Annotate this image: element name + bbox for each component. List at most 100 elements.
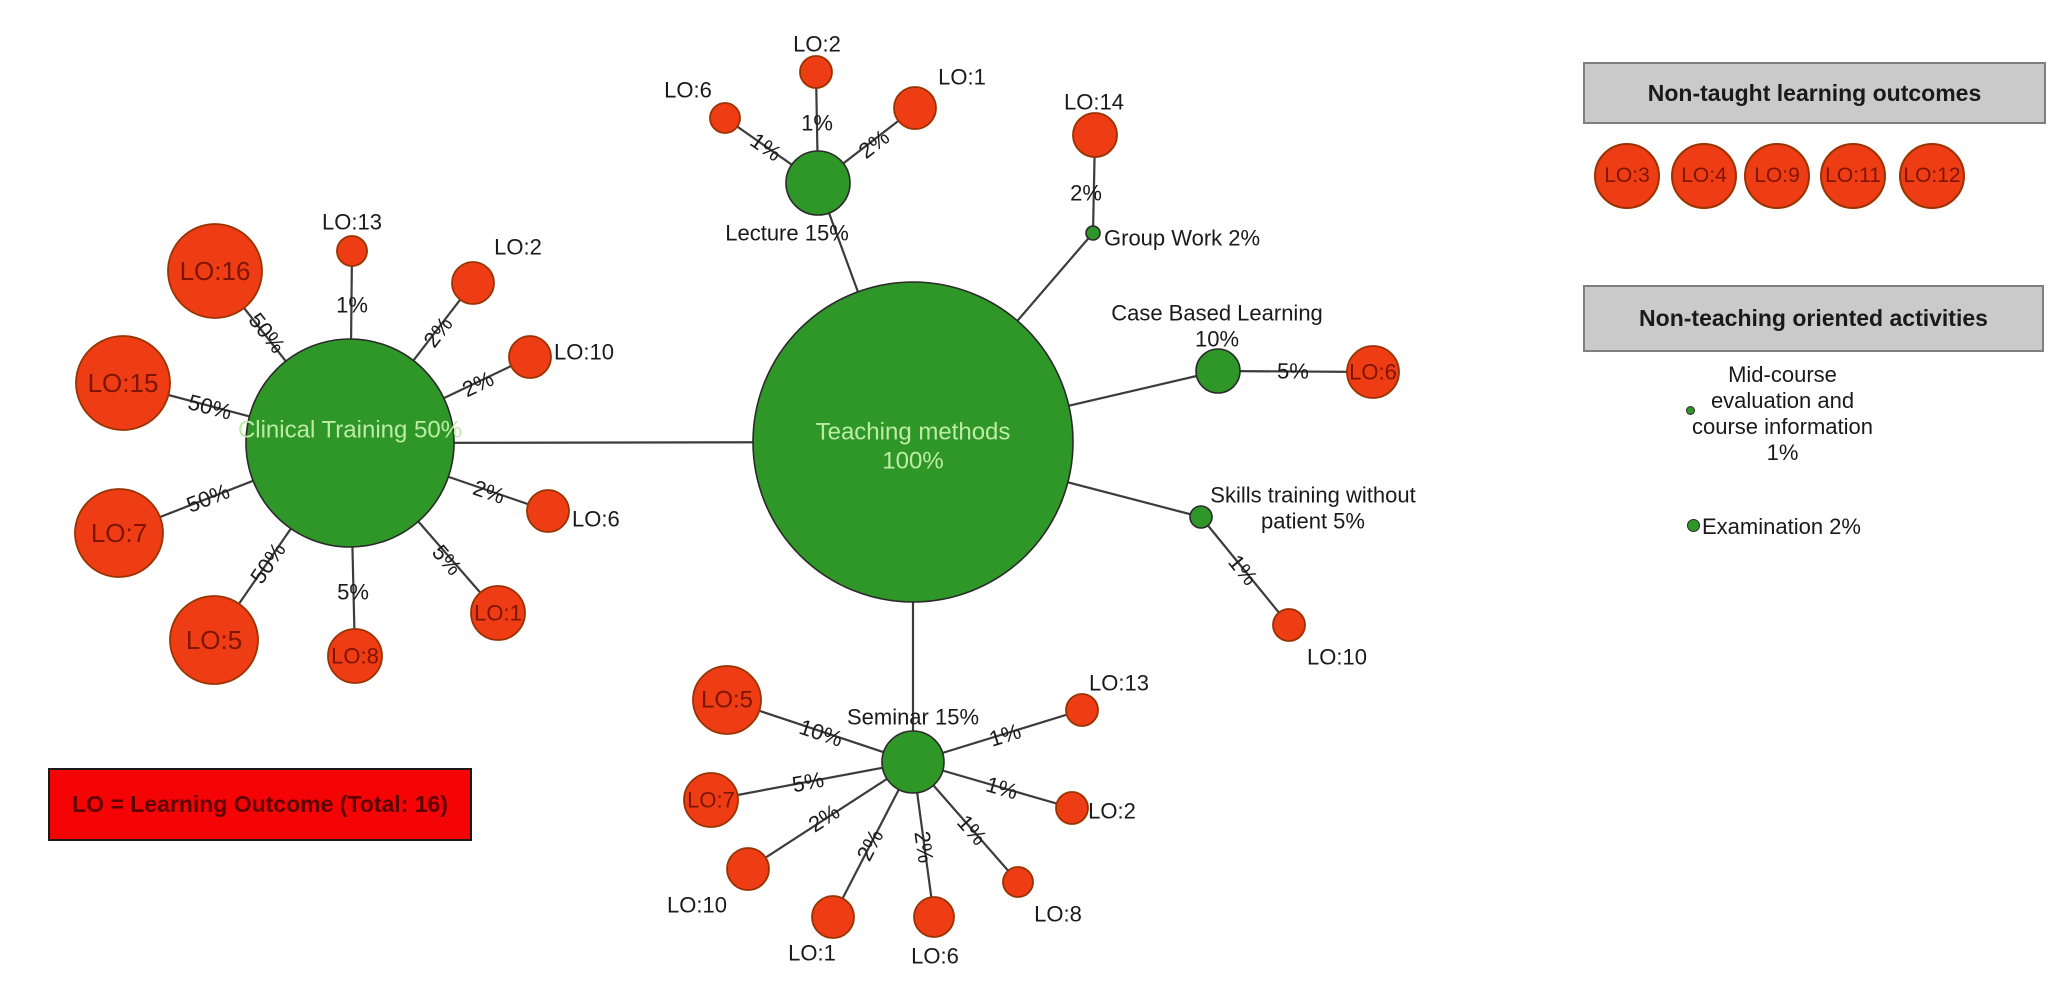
label-sem-lo8: LO:8 — [1034, 902, 1082, 927]
edge-label-seminar-sem-lo2: 1% — [983, 772, 1020, 805]
edge-label-seminar-sem-lo1: 2% — [852, 825, 889, 865]
mid-course-line-4: 1% — [1766, 440, 1799, 465]
node-cbl — [1195, 348, 1241, 394]
node-cbl-lo6 — [1346, 345, 1400, 399]
edge-label-clinical-cl-lo1: 5% — [427, 540, 467, 580]
mid-course-label: Mid-course evaluation and course informa… — [1655, 362, 1910, 466]
node-cl-lo6 — [526, 489, 570, 533]
mid-course-line-1: Mid-course — [1728, 362, 1837, 387]
edge-label-seminar-sem-lo6: 2% — [909, 830, 938, 865]
mid-course-line-3: course information — [1692, 414, 1873, 439]
label-cl-lo15: LO:15 — [88, 368, 159, 398]
edge-label-clinical-cl-lo5: 50% — [245, 538, 291, 588]
legend-circle-lo11: LO:11 — [1820, 143, 1886, 209]
label-cl-lo5: LO:5 — [186, 625, 242, 655]
edge-label-seminar-sem-lo7: 5% — [790, 767, 826, 797]
label-skills-line1: Skills training without — [1210, 483, 1415, 508]
label-teaching-line1: Teaching methods — [816, 419, 1011, 446]
edge-label-seminar-sem-lo5: 10% — [796, 714, 846, 752]
label-clinical: Clinical Training 50% — [238, 417, 462, 444]
label-cl-lo1: LO:1 — [474, 601, 522, 626]
node-sem-lo7 — [683, 772, 739, 828]
node-sem-lo13 — [1065, 693, 1099, 727]
node-cl-lo10 — [508, 335, 552, 379]
mid-course-line-2: evaluation and — [1710, 388, 1855, 413]
label-cl-lo16: LO:16 — [180, 256, 251, 286]
legend-non-taught-box: Non-taught learning outcomes — [1583, 62, 2046, 124]
node-cl-lo15 — [75, 335, 171, 431]
mid-course-dot-icon — [1686, 406, 1695, 415]
edge-label-lecture-lec-lo2: 1% — [801, 111, 833, 136]
node-cl-lo13 — [336, 235, 368, 267]
label-sem-lo1: LO:1 — [788, 941, 836, 966]
nodes-layer — [74, 55, 1400, 939]
edge-label-clinical-cl-lo15: 50% — [186, 389, 235, 424]
examination-label: Examination 2% — [1702, 514, 1861, 539]
node-sem-lo1 — [811, 895, 855, 939]
legend-circle-lo3: LO:3 — [1594, 143, 1660, 209]
node-clinical — [245, 338, 455, 548]
edge-label-clinical-cl-lo7: 50% — [183, 478, 233, 517]
legend-circle-lo12: LO:12 — [1899, 143, 1965, 209]
label-lec-lo6: LO:6 — [664, 78, 712, 103]
edge-seminar-sem-lo7 — [710, 760, 914, 802]
node-lecture — [785, 150, 851, 216]
label-lec-lo2: LO:2 — [793, 32, 841, 57]
label-cl-lo13: LO:13 — [322, 210, 382, 235]
node-cl-lo2 — [451, 261, 495, 305]
edge-label-clinical-cl-lo6: 2% — [470, 475, 508, 509]
node-cl-lo16 — [167, 223, 263, 319]
node-seminar — [881, 730, 945, 794]
node-cl-lo5 — [169, 595, 259, 685]
edge-label-clinical-cl-lo8: 5% — [337, 580, 369, 605]
label-cbl-line2: 10% — [1195, 327, 1239, 352]
label-cl-lo8: LO:8 — [331, 644, 379, 669]
edge-skills-sk-lo10 — [1200, 516, 1290, 626]
label-sem-lo7: LO:7 — [687, 788, 735, 813]
label-cl-lo2: LO:2 — [494, 235, 542, 260]
examination-dot-icon — [1687, 519, 1700, 532]
label-sem-lo13: LO:13 — [1089, 671, 1149, 696]
label-teaching-line2: 100% — [882, 448, 943, 475]
legend-non-teaching-title: Non-teaching oriented activities — [1639, 305, 1988, 331]
note-box: LO = Learning Outcome (Total: 16) — [48, 768, 472, 841]
node-sem-lo5 — [692, 665, 762, 735]
label-lecture: Lecture 15% — [725, 221, 849, 246]
node-lec-lo2 — [799, 55, 833, 89]
node-sem-lo8 — [1002, 866, 1034, 898]
label-gw-lo14: LO:14 — [1064, 90, 1124, 115]
label-skills-line2: patient 5% — [1261, 509, 1365, 534]
label-sem-lo6: LO:6 — [911, 944, 959, 969]
node-groupwork — [1085, 225, 1101, 241]
node-sem-lo10 — [726, 847, 770, 891]
edge-label-lecture-lec-lo1: 2% — [854, 124, 894, 163]
label-sem-lo5: LO:5 — [701, 687, 753, 714]
node-cl-lo8 — [327, 628, 383, 684]
edge-seminar-sem-lo10 — [747, 761, 914, 870]
node-sk-lo10 — [1272, 608, 1306, 642]
label-sem-lo10: LO:10 — [667, 893, 727, 918]
node-sem-lo2 — [1055, 791, 1089, 825]
node-lec-lo1 — [893, 86, 937, 130]
label-cbl-line1: Case Based Learning — [1111, 301, 1323, 326]
label-sk-lo10: LO:10 — [1307, 645, 1367, 670]
legend-circle-lo4: LO:4 — [1671, 143, 1737, 209]
label-cbl-lo6: LO:6 — [1349, 360, 1397, 385]
label-lec-lo1: LO:1 — [938, 65, 986, 90]
node-gw-lo14 — [1072, 112, 1118, 158]
label-cl-lo10: LO:10 — [554, 340, 614, 365]
node-cl-lo7 — [74, 488, 164, 578]
label-cl-lo7: LO:7 — [91, 518, 147, 548]
label-groupwork: Group Work 2% — [1104, 226, 1260, 251]
legend-circle-lo9: LO:9 — [1744, 143, 1810, 209]
node-teaching — [752, 281, 1074, 603]
edge-label-lecture-lec-lo6: 1% — [746, 128, 786, 167]
label-seminar: Seminar 15% — [847, 705, 979, 730]
node-sem-lo6 — [913, 896, 955, 938]
note-box-text: LO = Learning Outcome (Total: 16) — [72, 791, 448, 817]
legend-non-teaching-box: Non-teaching oriented activities — [1583, 285, 2044, 352]
edge-label-seminar-sem-lo13: 1% — [986, 718, 1024, 751]
legend-non-taught-title: Non-taught learning outcomes — [1647, 79, 1982, 106]
